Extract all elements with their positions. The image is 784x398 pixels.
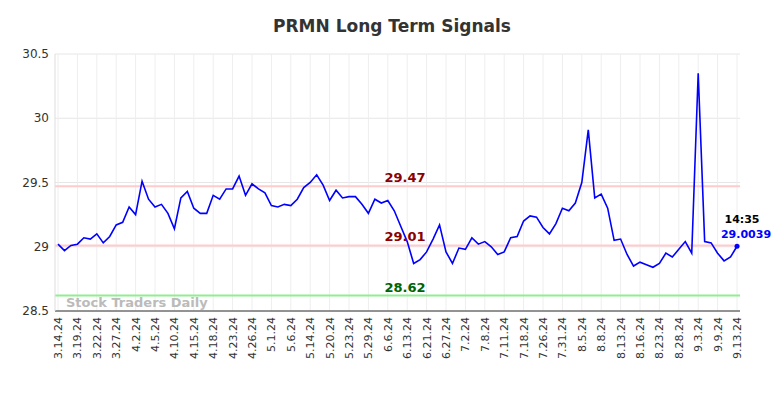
x-tick-label: 8.23.24 — [653, 317, 666, 359]
grid-line — [174, 54, 175, 311]
end-marker — [735, 244, 740, 249]
x-tick-label: 9.13.24 — [731, 317, 744, 359]
watermark: Stock Traders Daily — [66, 295, 208, 310]
grid-line — [601, 54, 602, 311]
grid-line — [271, 54, 272, 311]
grid-line — [678, 54, 679, 311]
x-tick-label: 7.2.24 — [459, 317, 472, 352]
x-tick-label: 3.22.24 — [91, 317, 104, 359]
x-tick-label: 6.13.24 — [401, 317, 414, 359]
grid-line — [96, 54, 97, 311]
x-tick-label: 5.1.24 — [265, 317, 278, 352]
x-axis — [55, 311, 740, 312]
x-tick-label: 5.20.24 — [324, 317, 337, 359]
x-tick-label: 4.26.24 — [246, 317, 259, 359]
x-tick-label: 4.18.24 — [207, 317, 220, 359]
x-tick-label: 8.13.24 — [615, 317, 628, 359]
grid-line — [232, 54, 233, 311]
grid-line — [368, 54, 369, 311]
x-tick-label: 3.19.24 — [71, 317, 84, 359]
grid-line — [640, 54, 641, 311]
plot-area — [58, 73, 737, 267]
grid-line — [349, 54, 350, 311]
grid-line — [543, 54, 544, 311]
grid-line — [504, 54, 505, 311]
x-tick-label: 5.14.24 — [304, 317, 317, 359]
grid-line — [523, 54, 524, 311]
grid-line — [717, 54, 718, 311]
grid-line — [446, 54, 447, 311]
x-tick-label: 8.8.24 — [595, 317, 608, 352]
grid-line — [290, 54, 291, 311]
signal-label: 28.62 — [384, 280, 425, 295]
x-tick-label: 4.5.24 — [149, 317, 162, 352]
x-tick-label: 7.26.24 — [537, 317, 550, 359]
grid-line — [737, 54, 738, 311]
x-tick-label: 3.27.24 — [110, 317, 123, 359]
grid-line — [213, 54, 214, 311]
x-tick-label: 9.3.24 — [692, 317, 705, 352]
x-tick-label: 6.27.24 — [440, 317, 453, 359]
signal-label: 29.47 — [384, 170, 425, 185]
grid-line — [155, 54, 156, 311]
grid-line — [77, 54, 78, 311]
x-tick-label: 5.29.24 — [362, 317, 375, 359]
grid-line — [562, 54, 563, 311]
x-tick-label: 6.21.24 — [421, 317, 434, 359]
price-line — [58, 73, 737, 267]
y-tick-label: 29.5 — [22, 176, 49, 190]
x-tick-label: 6.6.24 — [382, 317, 395, 352]
title: PRMN Long Term Signals — [273, 16, 511, 36]
y-tick-label: 29 — [34, 240, 49, 254]
x-tick-label: 8.16.24 — [634, 317, 647, 359]
last-value-label: 29.0039 — [721, 228, 771, 241]
grid-line — [659, 54, 660, 311]
x-tick-label: 4.15.24 — [188, 317, 201, 359]
grid-line — [484, 54, 485, 311]
grid-line — [55, 311, 740, 312]
grid-line — [426, 54, 427, 311]
x-tick-label: 3.14.24 — [52, 317, 65, 359]
grid-line — [55, 118, 740, 119]
time-label: 14:35 — [724, 213, 759, 226]
grid-line — [55, 54, 740, 55]
x-tick-label: 7.31.24 — [556, 317, 569, 359]
x-tick-label: 8.28.24 — [673, 317, 686, 359]
chart: PRMN Long Term Signals 28.5 29 29.5 30 30.5 3.… — [0, 0, 784, 398]
grid-line — [620, 54, 621, 311]
x-tick-label: 8.5.24 — [576, 317, 589, 352]
grid-line — [252, 54, 253, 311]
x-tick-label: 7.8.24 — [479, 317, 492, 352]
y-tick-label: 30 — [34, 111, 49, 125]
x-tick-label: 4.10.24 — [168, 317, 181, 359]
grid-line — [329, 54, 330, 311]
y-tick-label: 30.5 — [22, 47, 49, 61]
signal-label: 29.01 — [384, 229, 425, 244]
x-tick-label: 4.23.24 — [227, 317, 240, 359]
grid-line — [135, 54, 136, 311]
signal-line — [55, 185, 740, 187]
grid-line — [55, 246, 740, 247]
x-tick-label: 5.6.24 — [285, 317, 298, 352]
grid-line — [116, 54, 117, 311]
x-tick-label: 5.23.24 — [343, 317, 356, 359]
signal-line — [55, 244, 740, 246]
grid-line — [193, 54, 194, 311]
x-tick-label: 7.18.24 — [518, 317, 531, 359]
grid-line — [58, 54, 59, 311]
x-tick-label: 4.2.24 — [130, 317, 143, 352]
grid-line — [465, 54, 466, 311]
y-tick-label: 28.5 — [22, 304, 49, 318]
y-axis — [55, 54, 56, 311]
x-tick-label: 7.11.24 — [498, 317, 511, 359]
x-tick-label: 9.9.24 — [712, 317, 725, 352]
